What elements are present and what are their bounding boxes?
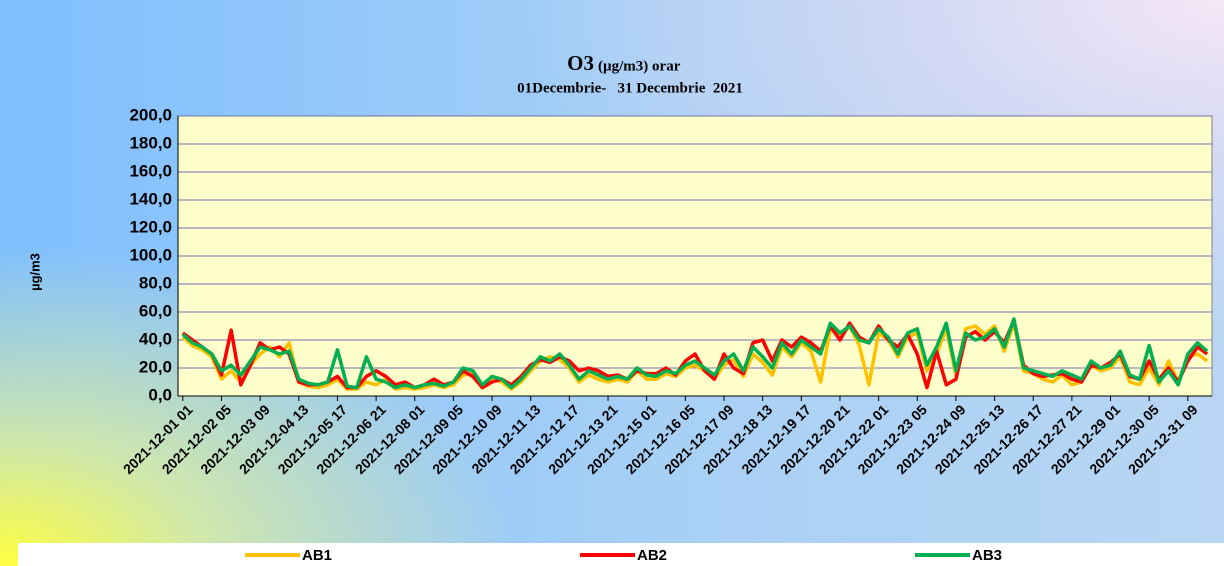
chart-title-unit: (µg/m3) orar <box>598 58 681 74</box>
y-axis-label: µg/m3 <box>27 253 42 291</box>
y-tick-label: 40,0 <box>139 329 172 348</box>
chart-subtitle: 01Decembrie- 31 Decembrie 2021 <box>517 80 743 96</box>
y-tick-label: 140,0 <box>129 189 172 208</box>
y-tick-label: 0,0 <box>148 385 172 404</box>
x-tick-label: 2021-12-31 09 <box>1125 401 1201 477</box>
y-tick-label: 60,0 <box>139 301 172 320</box>
y-tick-label: 200,0 <box>129 105 172 124</box>
y-tick-label: 180,0 <box>129 133 172 152</box>
y-tick-label: 20,0 <box>139 357 172 376</box>
y-tick-label: 160,0 <box>129 161 172 180</box>
y-tick-label: 120,0 <box>129 217 172 236</box>
legend-label: AB1 <box>302 547 332 564</box>
y-tick-label: 80,0 <box>139 273 172 292</box>
legend-label: AB2 <box>637 547 667 564</box>
legend-label: AB3 <box>972 547 1002 564</box>
chart-title: O3 <box>567 51 594 75</box>
y-tick-label: 100,0 <box>129 245 172 264</box>
line-series <box>181 317 1209 390</box>
